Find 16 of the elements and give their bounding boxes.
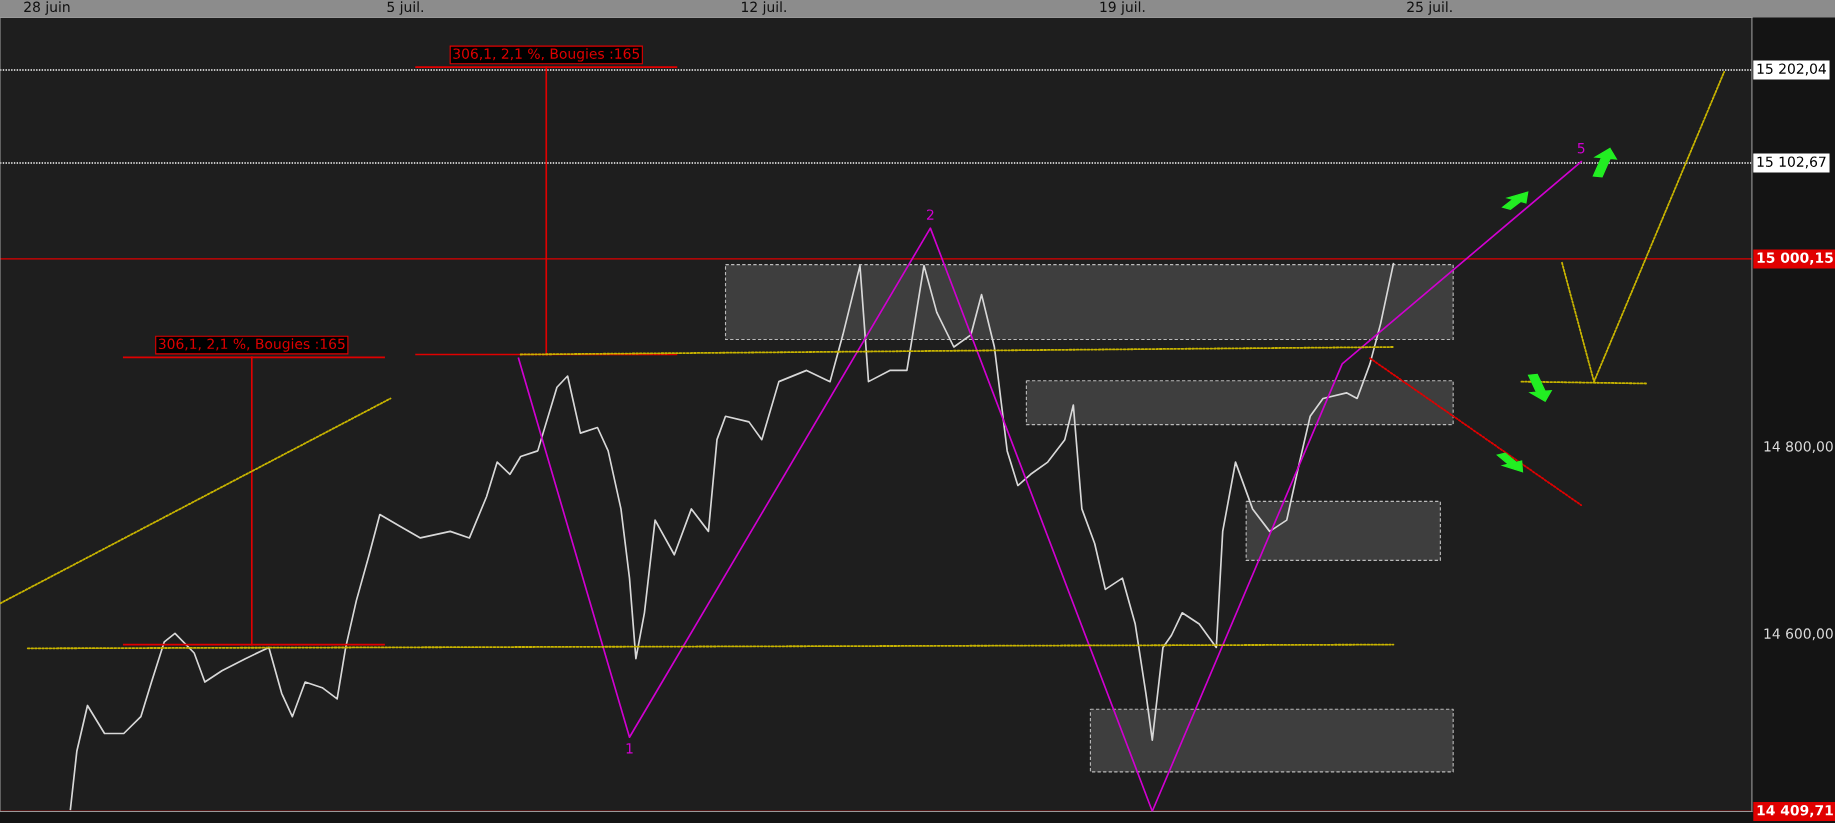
ref-line-label: 15 202,04: [1757, 63, 1826, 76]
annotation: 306,1, 2,1 %, Bougies :165: [158, 338, 345, 352]
x-tick-label: 5 juil.: [387, 1, 423, 15]
y-tick-label: 14 800,00: [1764, 441, 1833, 454]
ref-line-label: 15 000,15: [1757, 252, 1833, 265]
x-tick-label: 19 juil.: [1100, 1, 1145, 15]
annotation: 306,1, 2,1 %, Bougies :165: [453, 48, 640, 62]
ref-line-label: 15 102,67: [1757, 156, 1826, 169]
y-tick-label: 14 600,00: [1764, 628, 1833, 641]
x-tick-label: 12 juil.: [742, 1, 786, 15]
annotation: 2: [926, 209, 934, 220]
x-tick-label: 25 juil.: [1407, 1, 1452, 15]
x-tick-label: 28 juin: [24, 1, 70, 15]
annotation: 5: [1577, 143, 1585, 154]
annotation: 1: [626, 743, 633, 754]
ref-line-label: 14 409,71: [1757, 805, 1833, 818]
